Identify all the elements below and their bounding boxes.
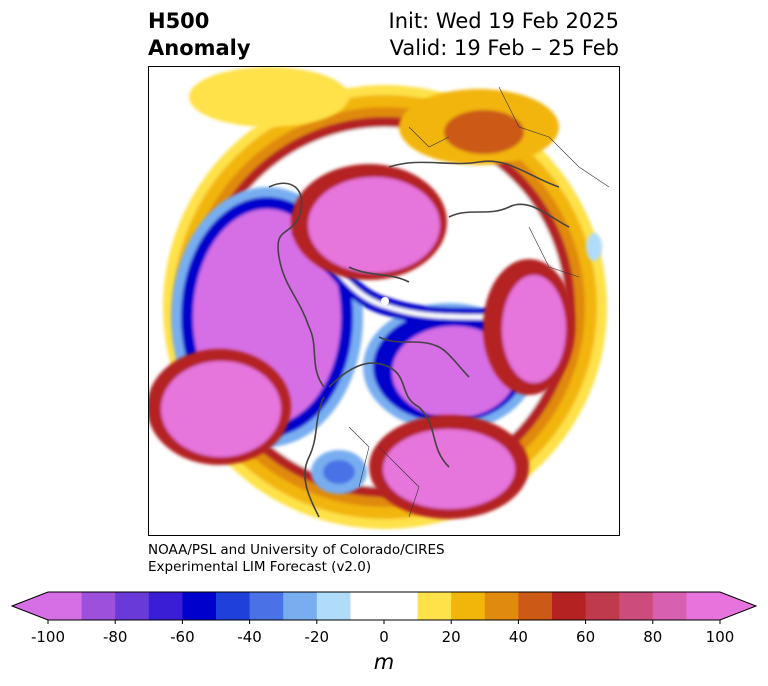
- colorbar-segment: [518, 592, 553, 620]
- colorbar-segment: [48, 592, 83, 620]
- colorbar-segment: [148, 592, 183, 620]
- colorbar-tick-label: 100: [705, 628, 735, 646]
- coastlines: [268, 160, 570, 518]
- colorbar-unit: m: [373, 650, 395, 674]
- colorbar-segment: [686, 592, 721, 620]
- valid-range: Valid: 19 Feb – 25 Feb: [389, 36, 619, 60]
- borders: [348, 86, 610, 518]
- colorbar-segment: [115, 592, 150, 620]
- colorbar-segment: [451, 592, 486, 620]
- colorbar-tick-label: 20: [441, 628, 461, 646]
- colorbar-tick-label: -100: [30, 628, 66, 646]
- colorbar-segment: [552, 592, 587, 620]
- polar-map: [148, 66, 620, 536]
- anomaly-field: [149, 67, 610, 529]
- pole-marker: [381, 297, 389, 305]
- map-title: H500 Anomaly: [148, 8, 251, 62]
- colorbar-segment: [619, 592, 654, 620]
- credit-line-1: NOAA/PSL and University of Colorado/CIRE…: [148, 542, 445, 558]
- colorbar-tick-label: -60: [170, 628, 195, 646]
- colorbar-tick-label: 80: [643, 628, 663, 646]
- colorbar-tick-label: 0: [379, 628, 389, 646]
- colorbar-segment: [283, 592, 318, 620]
- colorbar-segment: [216, 592, 251, 620]
- colorbar-extend-max: [720, 592, 756, 620]
- credit-line-2: Experimental LIM Forecast (v2.0): [148, 559, 372, 575]
- colorbar-segment: [316, 592, 351, 620]
- colorbar-segment: [384, 592, 419, 620]
- colorbar-tick-label: 40: [508, 628, 528, 646]
- credit-block: NOAA/PSL and University of Colorado/CIRE…: [148, 542, 445, 576]
- colorbar-segment: [81, 592, 116, 620]
- colorbar-tick-label: -20: [304, 628, 330, 646]
- colorbar-tick-label: -80: [102, 628, 128, 646]
- colorbar-segment: [484, 592, 519, 620]
- colorbar-segment: [350, 592, 385, 620]
- colorbar-tick-label: 60: [576, 628, 596, 646]
- title-line-2: Anomaly: [148, 36, 251, 60]
- colorbar-segment: [182, 592, 217, 620]
- colorbar-extend-min: [12, 592, 48, 620]
- title-line-1: H500: [148, 9, 210, 33]
- colorbar-segment: [585, 592, 620, 620]
- init-date: Init: Wed 19 Feb 2025: [388, 9, 619, 33]
- colorbar-segment: [652, 592, 687, 620]
- forecast-info: Init: Wed 19 Feb 2025 Valid: 19 Feb – 25…: [389, 8, 619, 62]
- colorbar-segment: [249, 592, 284, 620]
- colorbar-segment: [417, 592, 452, 620]
- colorbar-tick-label: -40: [237, 628, 262, 646]
- colorbar: [10, 591, 758, 624]
